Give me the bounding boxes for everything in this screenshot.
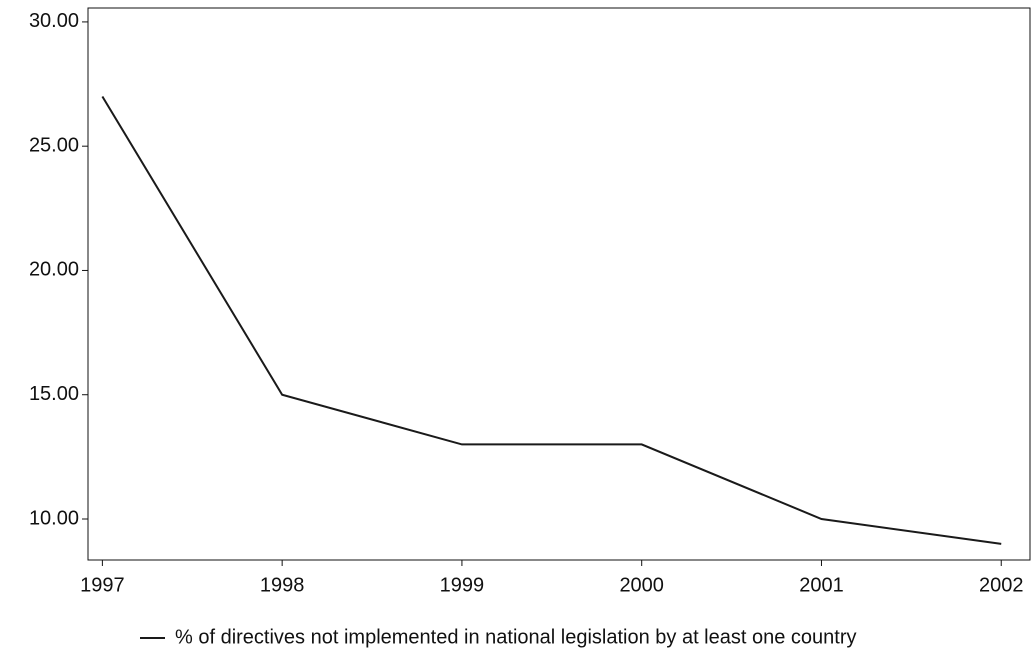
y-tick-label: 30.00 [29,10,79,32]
x-tick-label: 1997 [80,574,125,596]
x-tick-label: 2001 [799,574,844,596]
line-series [101,95,1002,545]
x-tick-label: 1998 [260,574,305,596]
plot-frame [87,7,1031,561]
x-tick-label: 2000 [619,574,664,596]
y-tick-label: 20.00 [29,259,79,281]
legend-label: % of directives not implemented in natio… [175,626,857,648]
x-tick-label: 2002 [979,574,1024,596]
y-tick-label: 25.00 [29,134,79,156]
y-tick-label: 10.00 [29,507,79,529]
x-tick-label: 1999 [440,574,485,596]
y-tick-label: 15.00 [29,383,79,405]
